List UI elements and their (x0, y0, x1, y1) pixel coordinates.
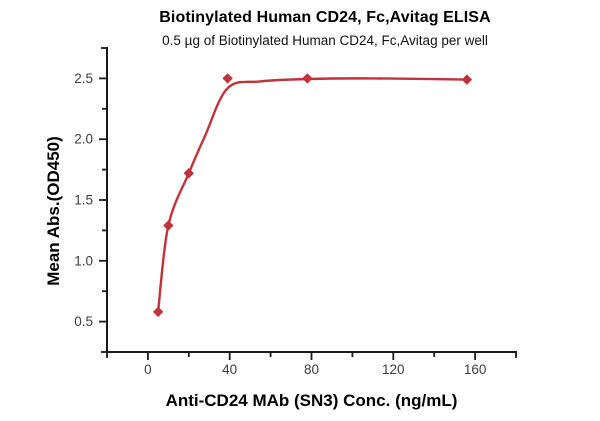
x-tick-label: 40 (222, 362, 237, 377)
y-axis-title: Mean Abs.(OD450) (44, 136, 63, 286)
x-axis-title: Anti-CD24 MAb (SN3) Conc. (ng/mL) (165, 391, 458, 410)
y-tick-label: 1.5 (74, 193, 93, 208)
fit-curve (156, 77, 469, 314)
y-tick-label: 1.0 (74, 253, 93, 268)
ticks (99, 47, 517, 360)
y-tick-label: 0.5 (74, 314, 93, 329)
data-point-marker (302, 73, 313, 84)
tick-labels: 0 40 80 120 160 0.5 1.0 1.5 2.0 2.5 (74, 71, 486, 377)
chart-subtitle: 0.5 µg of Biotinylated Human CD24, Fc,Av… (162, 33, 488, 48)
x-tick-label: 80 (304, 362, 319, 377)
data-point-marker (163, 220, 174, 231)
y-tick-label: 2.0 (74, 132, 93, 147)
data-point-marker (461, 74, 473, 85)
chart-title: Biotinylated Human CD24, Fc,Avitag ELISA (159, 9, 491, 26)
data-point-marker (222, 73, 233, 84)
x-tick-label: 120 (382, 362, 405, 377)
x-tick-label: 160 (464, 362, 487, 377)
axes (106, 47, 517, 353)
y-tick-label: 2.5 (74, 71, 93, 86)
data-point-marker (183, 168, 194, 179)
data-points (152, 73, 473, 318)
data-point-marker (152, 306, 164, 318)
x-tick-label: 0 (144, 362, 152, 377)
